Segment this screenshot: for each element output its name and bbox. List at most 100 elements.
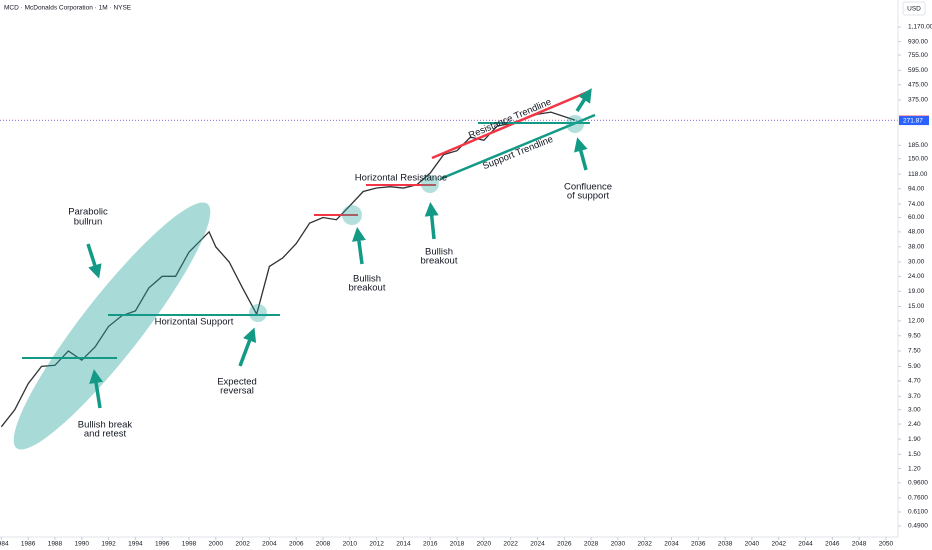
y-tick-label: 0.7600 <box>908 495 928 502</box>
x-tick-label: 2000 <box>209 541 224 548</box>
x-tick-label: 1988 <box>48 541 63 548</box>
x-tick-label: 2014 <box>396 541 411 548</box>
annotation: breakout <box>421 256 458 267</box>
x-tick-label: 2036 <box>691 541 706 548</box>
y-tick-label: 30.00 <box>908 259 925 266</box>
annotation: Bullish break <box>78 420 133 431</box>
y-tick-label: 0.9600 <box>908 480 928 487</box>
annotation: breakout <box>349 283 386 294</box>
y-tick-label: 150.00 <box>908 155 928 162</box>
x-tick-label: 2048 <box>852 541 867 548</box>
x-tick-label: 2008 <box>316 541 331 548</box>
x-tick-label: 1990 <box>75 541 90 548</box>
x-tick-label: 2004 <box>262 541 277 548</box>
y-tick-label: 0.6100 <box>908 509 928 516</box>
y-tick-label: 0.4900 <box>908 523 928 530</box>
x-tick-label: 2028 <box>584 541 599 548</box>
annotation: Bullish <box>353 274 381 285</box>
x-tick-label: 2044 <box>798 541 813 548</box>
x-tick-label: 2046 <box>825 541 840 548</box>
x-tick-label: 2024 <box>530 541 545 548</box>
x-tick-label: 2030 <box>611 541 626 548</box>
annotation: Support Trendline <box>481 134 555 172</box>
support-trendline <box>439 113 596 181</box>
x-tick-label: 2034 <box>664 541 679 548</box>
x-tick-label: 2018 <box>450 541 465 548</box>
y-tick-label: 9.50 <box>908 333 921 340</box>
y-tick-label: 3.00 <box>908 406 921 413</box>
x-tick-label: 2002 <box>235 541 250 548</box>
y-tick-label: 118.00 <box>908 171 928 178</box>
x-tick-label: 2022 <box>503 541 518 548</box>
y-tick-label: 60.00 <box>908 214 925 221</box>
annotation: Resistance Trendline <box>467 97 553 142</box>
y-tick-label: 930.00 <box>908 38 928 45</box>
x-tick-label: 2040 <box>745 541 760 548</box>
price-line <box>0 111 576 428</box>
x-tick-label: 1998 <box>182 541 197 548</box>
y-tick-label: 94.00 <box>908 185 925 192</box>
y-tick-label: 24.00 <box>908 273 925 280</box>
drawings <box>13 88 596 450</box>
x-tick-label: 2020 <box>477 541 492 548</box>
y-tick-label: 48.00 <box>908 229 925 236</box>
y-tick-label: 2.40 <box>908 421 921 428</box>
annotation: bullrun <box>74 217 103 228</box>
x-tick-label: 2026 <box>557 541 572 548</box>
highlight <box>421 175 439 193</box>
y-tick-label: 5.90 <box>908 363 921 370</box>
x-tick-label: 1992 <box>101 541 116 548</box>
y-tick-label: 1,170.00 <box>908 24 932 31</box>
x-tick-label: 2006 <box>289 541 304 548</box>
y-tick-label: 375.00 <box>908 97 928 104</box>
x-tick-label: 1994 <box>128 541 143 548</box>
x-tick-label: 2050 <box>879 541 894 548</box>
x-tick-label: 2038 <box>718 541 733 548</box>
annotation: Bullish <box>425 247 453 258</box>
highlight <box>566 115 584 133</box>
x-tick-label: 2016 <box>423 541 438 548</box>
highlight <box>249 304 267 322</box>
axes: 1,170.00 930.00 755.00 595.00 475.00 375.00 18… <box>0 24 932 548</box>
x-tick-label: 2012 <box>369 541 384 548</box>
annotation: reversal <box>220 386 254 397</box>
x-tick-label: 2010 <box>343 541 358 548</box>
annotation: of support <box>567 191 610 202</box>
y-tick-label: 19.00 <box>908 288 925 295</box>
y-tick-label: 12.00 <box>908 318 925 325</box>
currency[interactable]: USD <box>907 6 921 13</box>
y-tick-label: 7.50 <box>908 348 921 355</box>
y-tick-label: 1.20 <box>908 465 921 472</box>
plot-area <box>0 111 898 428</box>
x-tick-label: 1984 <box>0 541 9 548</box>
y-tick-label: 4.70 <box>908 378 921 385</box>
x-tick-label: 1986 <box>21 541 36 548</box>
y-tick-label: 38.00 <box>908 244 925 251</box>
annotation: Expected <box>217 377 257 388</box>
y-tick-label: 595.00 <box>908 67 928 74</box>
annotation: Parabolic <box>68 207 108 218</box>
resistance-trendline <box>431 89 591 160</box>
y-tick-label: 185.00 <box>908 142 928 149</box>
currency-box[interactable] <box>902 1 926 16</box>
y-tick-label: 1.50 <box>908 451 921 458</box>
y-tick-label: 3.70 <box>908 393 921 400</box>
x-tick-label: 1996 <box>155 541 170 548</box>
alt-price-box <box>899 116 929 126</box>
alt-price-label: 271.87 <box>903 117 923 124</box>
y-tick-label: 475.00 <box>908 81 928 88</box>
annotation: Horizontal Support <box>155 317 234 328</box>
x-tick-label: 2032 <box>637 541 652 548</box>
y-tick-label: 74.00 <box>908 201 925 208</box>
y-tick-label: 15.00 <box>908 303 925 310</box>
parabolic-ellipse <box>13 202 211 450</box>
arrows <box>86 88 592 409</box>
highlight <box>342 205 362 225</box>
chart-title: MCD · McDonalds Corporation · 1M · NYSE <box>4 5 132 12</box>
annotation: Confluence <box>564 182 612 193</box>
annotation: Horizontal Resistance <box>355 173 447 184</box>
annotation: and retest <box>84 429 127 440</box>
x-tick-label: 2042 <box>771 541 786 548</box>
y-tick-label: 1.90 <box>908 436 921 443</box>
